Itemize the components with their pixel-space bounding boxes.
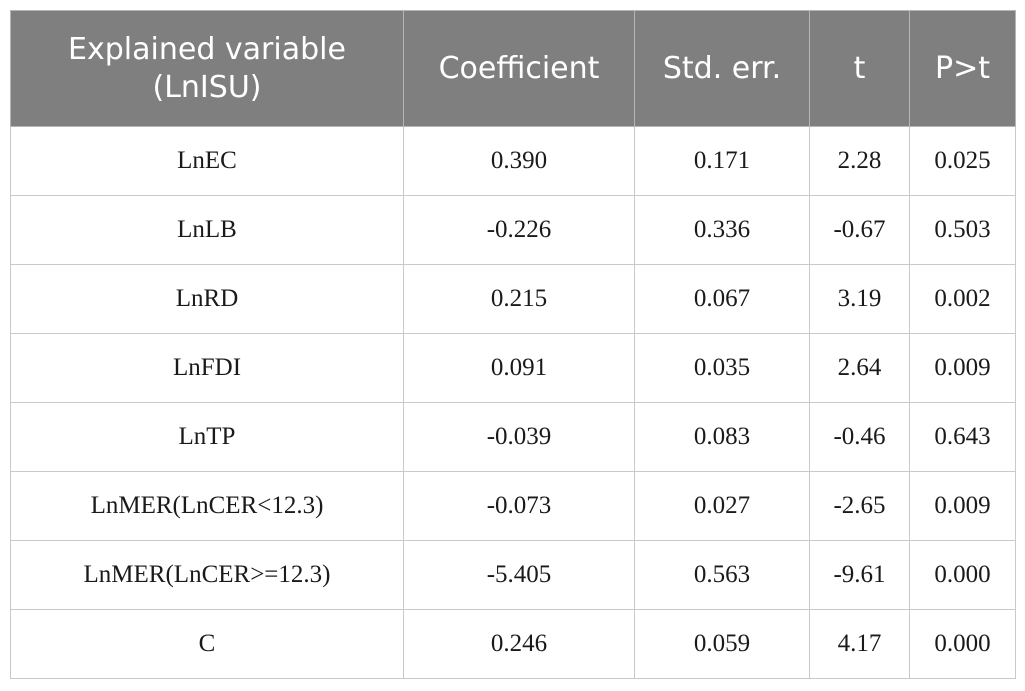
cell-variable: LnTP	[10, 402, 404, 472]
cell-t: -0.46	[809, 402, 910, 472]
cell-coefficient: 0.091	[403, 333, 635, 403]
cell-coefficient: 0.390	[403, 126, 635, 196]
table-row: LnLB -0.226 0.336 -0.67 0.503	[10, 195, 1016, 265]
cell-p-value: 0.002	[909, 264, 1016, 334]
cell-t: -9.61	[809, 540, 910, 610]
cell-t: 2.28	[809, 126, 910, 196]
cell-p-value: 0.025	[909, 126, 1016, 196]
header-explained-variable: Explained variable (LnISU)	[10, 10, 404, 127]
header-explained-variable-line1: Explained variable	[68, 31, 346, 67]
cell-std-err: 0.336	[634, 195, 810, 265]
header-t: t	[809, 10, 910, 127]
cell-t: 3.19	[809, 264, 910, 334]
table-row: LnFDI 0.091 0.035 2.64 0.009	[10, 333, 1016, 403]
cell-coefficient: -0.226	[403, 195, 635, 265]
cell-std-err: 0.059	[634, 609, 810, 679]
table-row: LnMER(LnCER<12.3) -0.073 0.027 -2.65 0.0…	[10, 471, 1016, 541]
cell-p-value: 0.009	[909, 333, 1016, 403]
header-coefficient: Coefficient	[403, 10, 635, 127]
table-body: LnEC 0.390 0.171 2.28 0.025 LnLB -0.226 …	[10, 126, 1016, 679]
cell-p-value: 0.000	[909, 540, 1016, 610]
header-std-err: Std. err.	[634, 10, 810, 127]
cell-coefficient: -0.039	[403, 402, 635, 472]
cell-variable: LnMER(LnCER>=12.3)	[10, 540, 404, 610]
cell-variable: LnMER(LnCER<12.3)	[10, 471, 404, 541]
cell-coefficient: 0.215	[403, 264, 635, 334]
cell-t: -2.65	[809, 471, 910, 541]
cell-t: 4.17	[809, 609, 910, 679]
cell-p-value: 0.503	[909, 195, 1016, 265]
cell-t: 2.64	[809, 333, 910, 403]
header-row: Explained variable (LnISU) Coefficient S…	[10, 10, 1016, 127]
cell-variable: LnFDI	[10, 333, 404, 403]
cell-variable: C	[10, 609, 404, 679]
table-row: LnEC 0.390 0.171 2.28 0.025	[10, 126, 1016, 196]
cell-std-err: 0.027	[634, 471, 810, 541]
cell-std-err: 0.563	[634, 540, 810, 610]
cell-coefficient: -5.405	[403, 540, 635, 610]
cell-p-value: 0.643	[909, 402, 1016, 472]
cell-variable: LnEC	[10, 126, 404, 196]
cell-std-err: 0.171	[634, 126, 810, 196]
table-row: LnTP -0.039 0.083 -0.46 0.643	[10, 402, 1016, 472]
regression-results-table: Explained variable (LnISU) Coefficient S…	[10, 10, 1016, 679]
table-header: Explained variable (LnISU) Coefficient S…	[10, 10, 1016, 127]
header-p-value: P>t	[909, 10, 1016, 127]
cell-variable: LnLB	[10, 195, 404, 265]
cell-p-value: 0.009	[909, 471, 1016, 541]
header-explained-variable-line2: (LnISU)	[152, 69, 262, 105]
cell-t: -0.67	[809, 195, 910, 265]
table-row: LnMER(LnCER>=12.3) -5.405 0.563 -9.61 0.…	[10, 540, 1016, 610]
cell-std-err: 0.035	[634, 333, 810, 403]
cell-std-err: 0.083	[634, 402, 810, 472]
cell-variable: LnRD	[10, 264, 404, 334]
cell-std-err: 0.067	[634, 264, 810, 334]
cell-p-value: 0.000	[909, 609, 1016, 679]
cell-coefficient: -0.073	[403, 471, 635, 541]
table-row: LnRD 0.215 0.067 3.19 0.002	[10, 264, 1016, 334]
cell-coefficient: 0.246	[403, 609, 635, 679]
table-row: C 0.246 0.059 4.17 0.000	[10, 609, 1016, 679]
